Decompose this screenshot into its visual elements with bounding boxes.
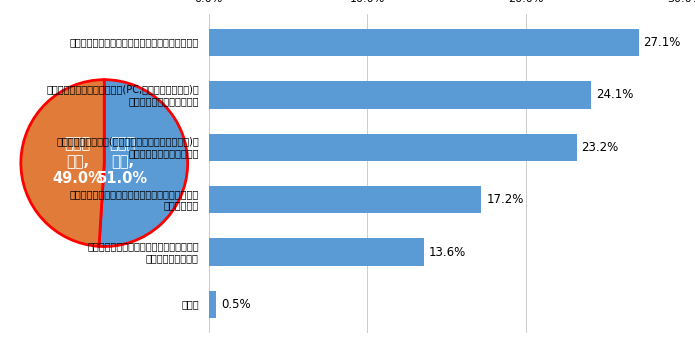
Bar (208, 186, 482, 213)
Text: 不安が
ある,
51.0%: 不安が ある, 51.0% (97, 136, 148, 186)
Text: 24.1%: 24.1% (596, 88, 633, 102)
Text: 13.6%: 13.6% (429, 245, 466, 259)
Text: 不安は
ない,
49.0%: 不安は ない, 49.0% (52, 136, 103, 186)
Wedge shape (21, 80, 104, 246)
Text: 27.1%: 27.1% (644, 36, 680, 49)
Bar (208, 238, 425, 265)
Text: 17.2%: 17.2% (486, 193, 523, 206)
Text: 23.2%: 23.2% (582, 141, 619, 154)
Bar (208, 29, 639, 56)
Bar (208, 82, 591, 109)
Bar (208, 291, 216, 318)
Text: 0.5%: 0.5% (221, 298, 251, 311)
Wedge shape (99, 80, 188, 246)
Bar (208, 134, 577, 161)
